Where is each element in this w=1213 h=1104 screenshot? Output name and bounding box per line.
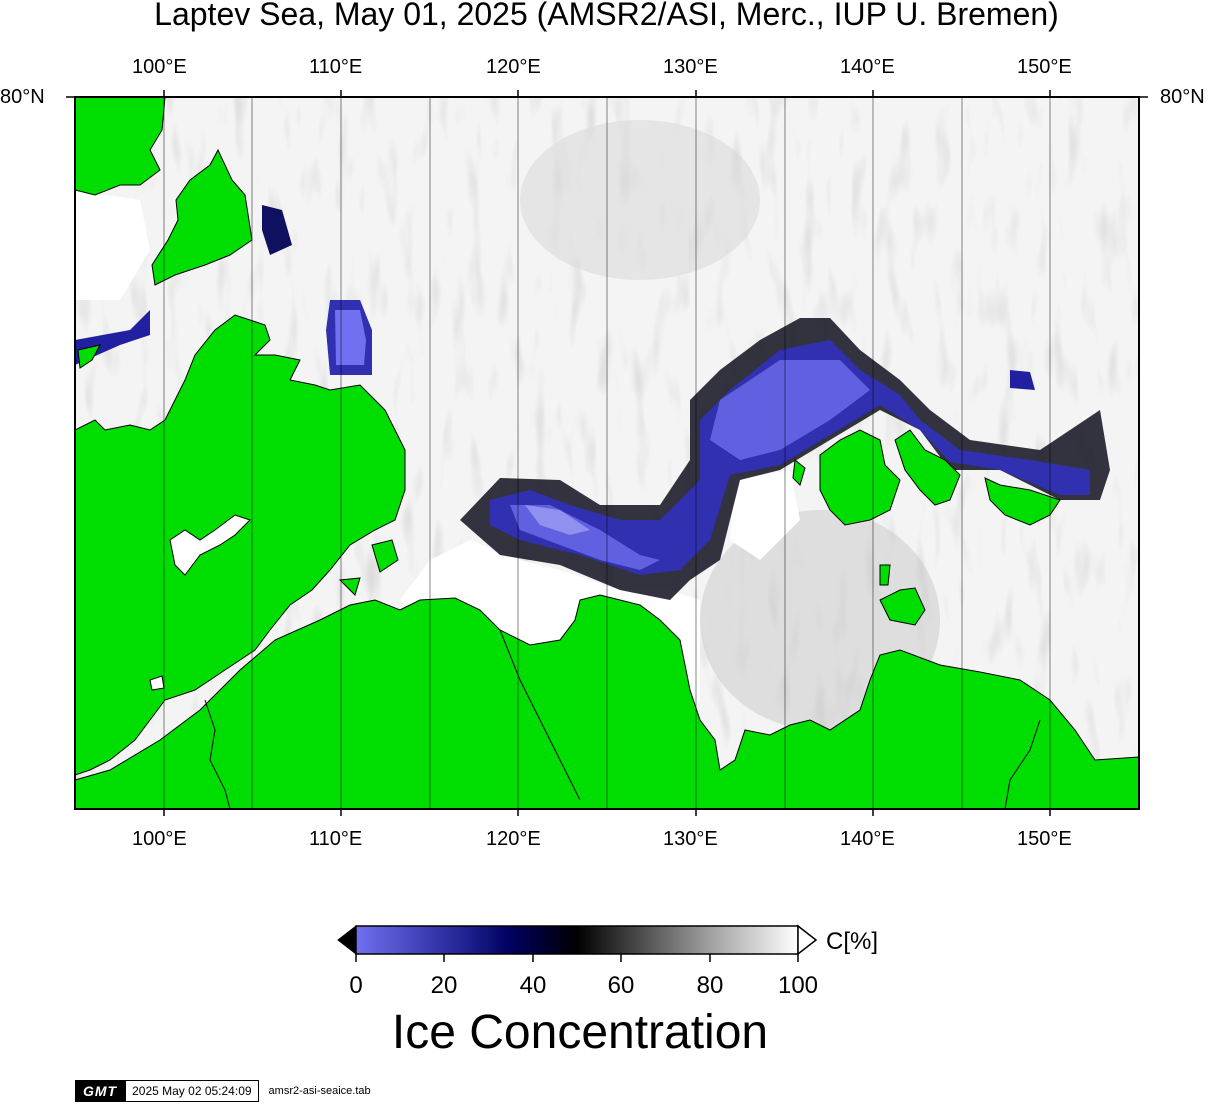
- graticule-lines: [163, 97, 1051, 809]
- gmt-stamp: GMT 2025 May 02 05:24:09 amsr2-asi-seaic…: [75, 1080, 371, 1102]
- colorbar-tick-40: 40: [519, 972, 547, 999]
- lon-label-bottom-110: 110°E: [309, 828, 363, 850]
- timestamp: 2025 May 02 05:24:09: [125, 1080, 259, 1102]
- map-title: Laptev Sea, May 01, 2025 (AMSR2/ASI, Mer…: [154, 0, 1059, 32]
- lon-label-bottom-130: 130°E: [663, 828, 718, 850]
- colorbar-unit: C[%]: [826, 928, 879, 955]
- lon-label-top-110: 110°E: [309, 56, 363, 78]
- map-frame: [74, 96, 1140, 810]
- lon-label-top-140: 140°E: [840, 56, 895, 78]
- lat-label-right: 80°N: [1160, 86, 1205, 108]
- colorbar-tick-100: 100: [777, 972, 819, 999]
- lon-label-top-100: 100°E: [132, 56, 187, 78]
- lat-label-left: 80°N: [0, 86, 45, 108]
- lon-label-bottom-140: 140°E: [840, 828, 895, 850]
- lon-label-bottom-150: 150°E: [1017, 828, 1072, 850]
- lon-label-bottom-100: 100°E: [132, 828, 187, 850]
- lon-label-top-150: 150°E: [1017, 56, 1072, 78]
- source-file: amsr2-asi-seaice.tab: [268, 1085, 371, 1097]
- colorbar-tick-60: 60: [607, 972, 635, 999]
- lon-label-top-120: 120°E: [486, 56, 541, 78]
- gmt-logo: GMT: [75, 1080, 126, 1102]
- colorbar-tick-20: 20: [430, 972, 458, 999]
- colorbar-title: Ice Concentration: [391, 1006, 769, 1059]
- colorbar-tick-80: 80: [696, 972, 724, 999]
- colorbar: [337, 924, 818, 962]
- lon-label-top-130: 130°E: [663, 56, 718, 78]
- colorbar-tick-0: 0: [349, 972, 363, 999]
- lon-label-bottom-120: 120°E: [486, 828, 541, 850]
